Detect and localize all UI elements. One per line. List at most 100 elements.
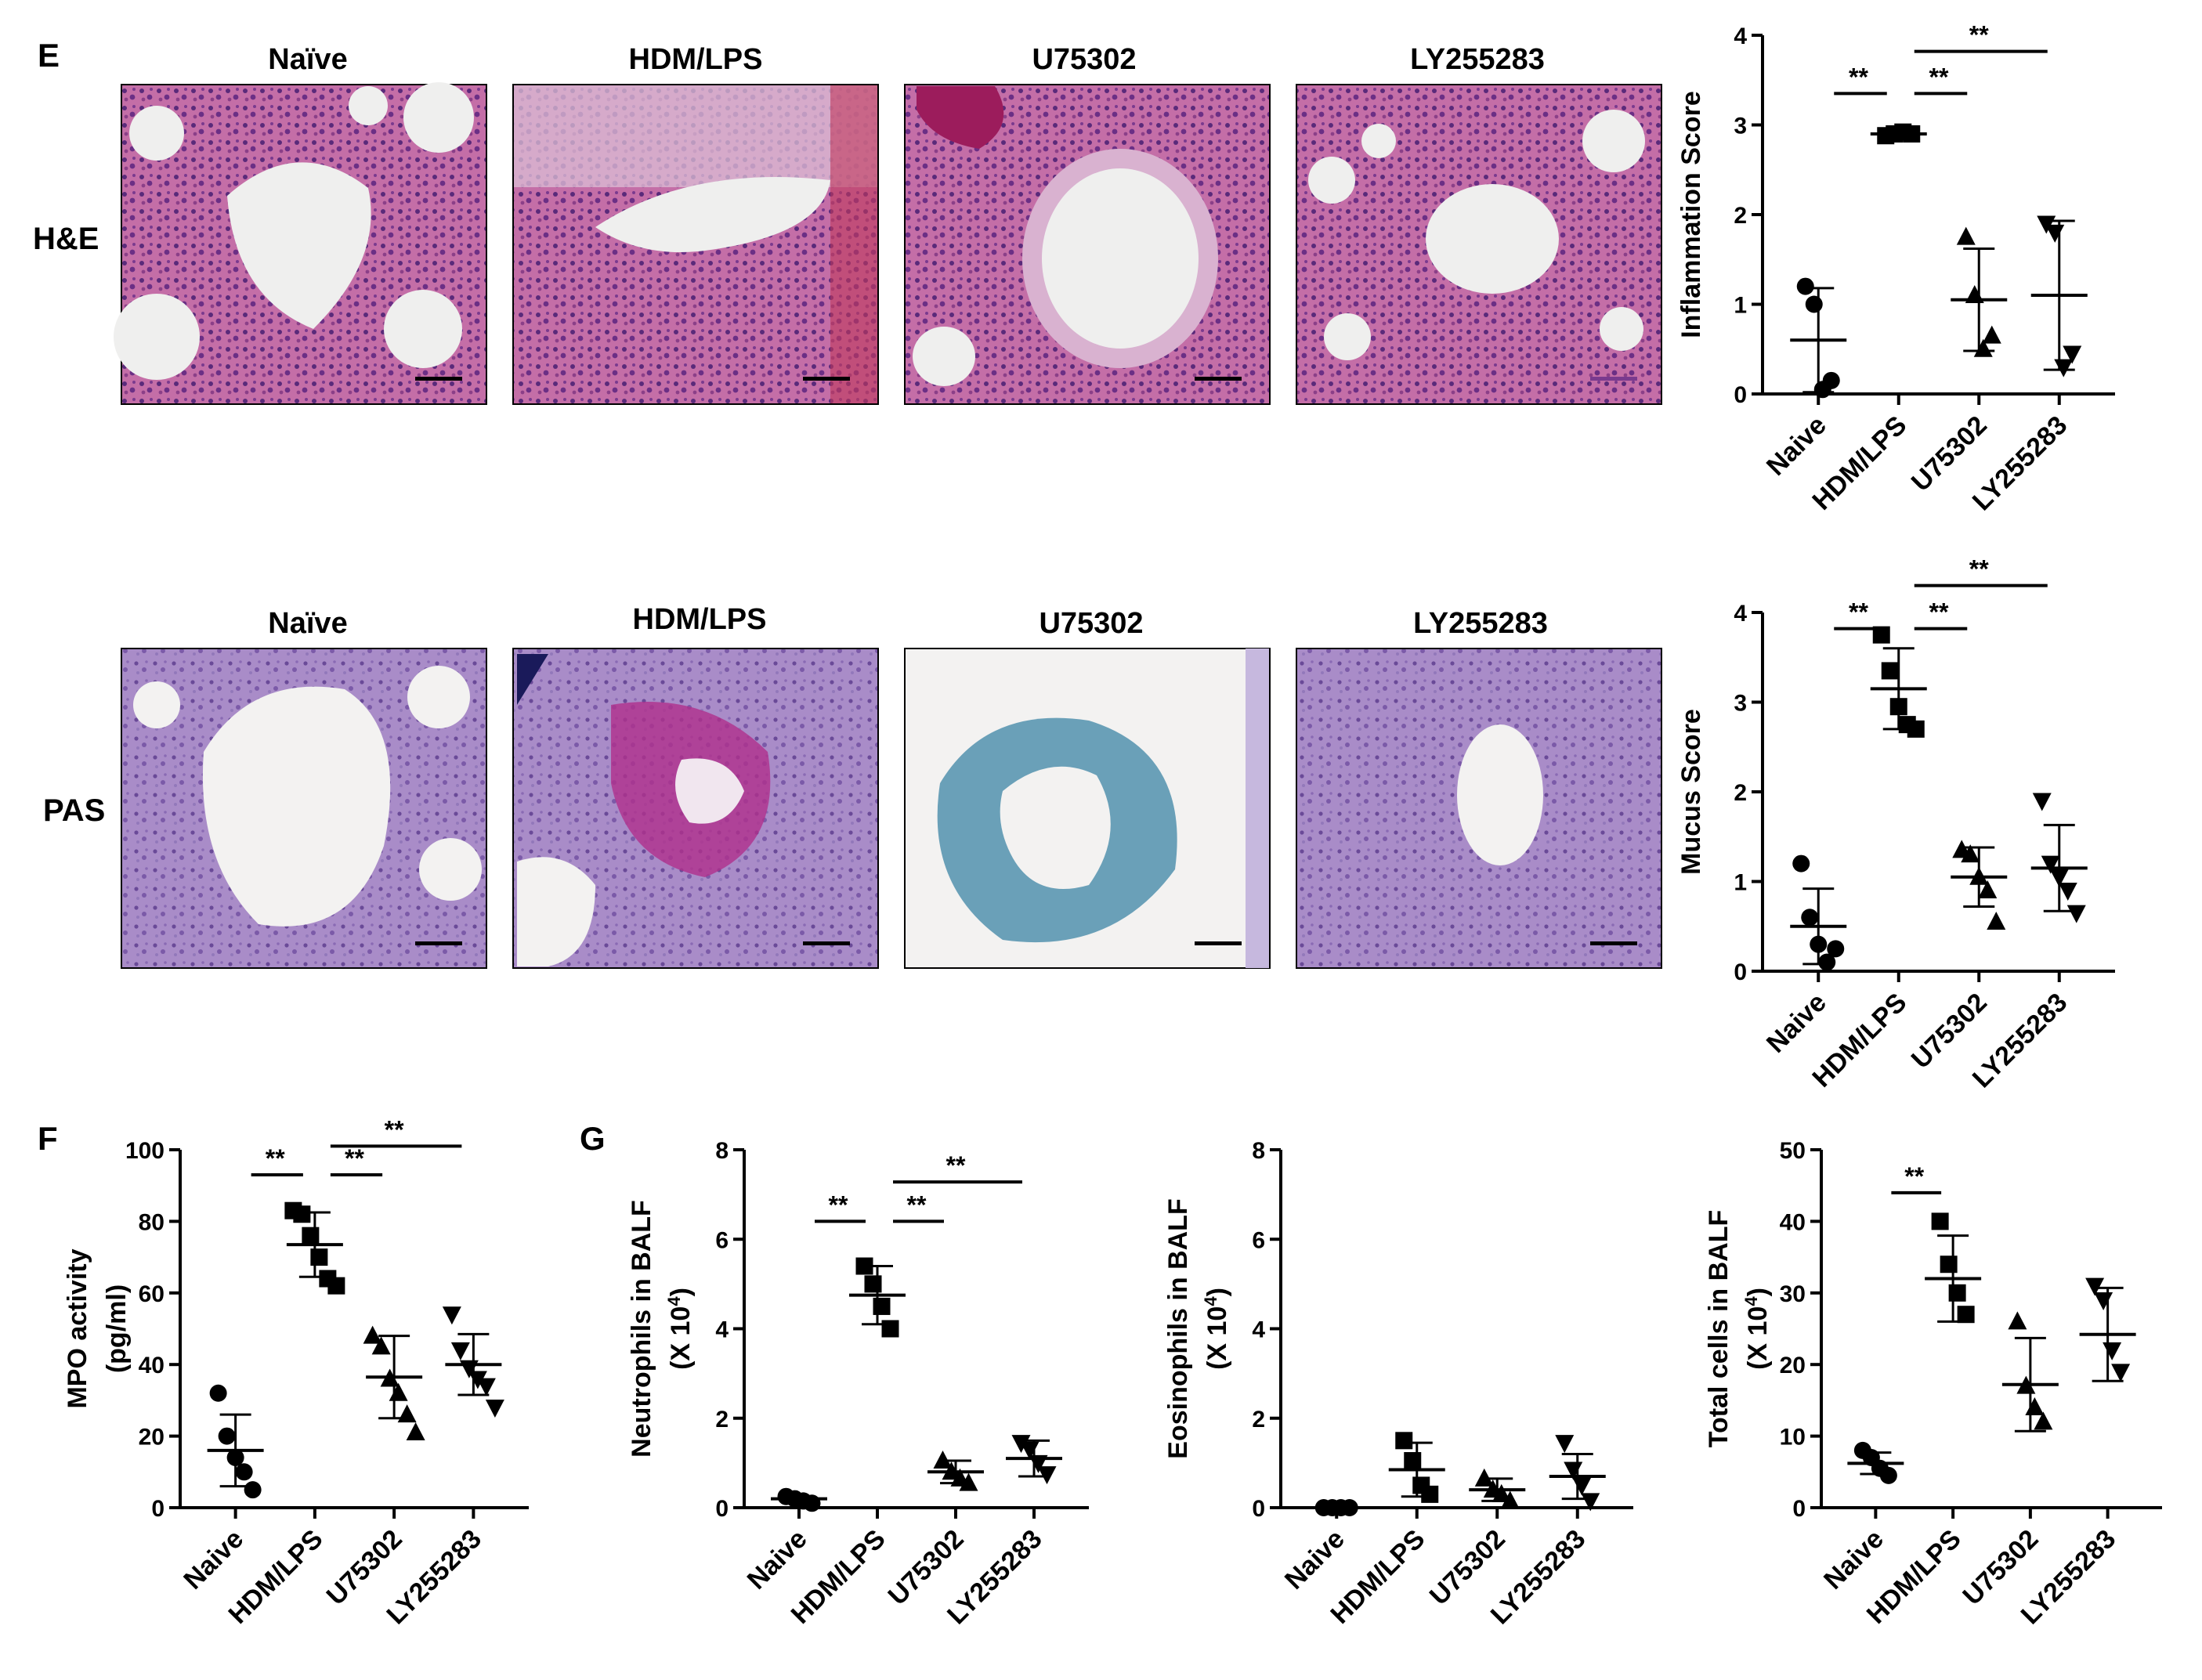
significance-label: ** [1929, 63, 1949, 91]
data-point [881, 1320, 899, 1338]
data-point [450, 1342, 470, 1360]
data-point [310, 1248, 328, 1266]
y-tick-label: 20 [139, 1425, 165, 1451]
data-point [302, 1227, 320, 1245]
y-tick-label: 0 [1734, 959, 1747, 985]
data-point [2054, 359, 2074, 378]
significance-label: ** [1904, 1162, 1924, 1190]
y-tick-label: 40 [1780, 1209, 1806, 1235]
significance-label: ** [907, 1190, 927, 1219]
unit-part: ) [1202, 1288, 1232, 1296]
data-point [293, 1205, 311, 1223]
data-point [1948, 1284, 1966, 1302]
data-point [1805, 295, 1823, 313]
unit-part: ) [666, 1288, 696, 1296]
y-tick-label: 4 [715, 1317, 729, 1343]
data-point [209, 1384, 227, 1402]
y-tick-label: 4 [1734, 601, 1747, 627]
data-point [1982, 325, 2001, 344]
panel-letter-f: F [38, 1120, 58, 1157]
pas-micrograph-hdm-lps [512, 648, 879, 969]
data-point [235, 1463, 253, 1481]
data-point [244, 1481, 262, 1499]
y-axis-label: MPO activity [63, 1248, 92, 1408]
y-tick-label: 0 [1252, 1496, 1265, 1522]
data-point [1879, 1466, 1897, 1484]
y-tick-label: 80 [139, 1209, 165, 1235]
pas-micrograph-ly255283 [1296, 648, 1662, 969]
data-point [327, 1277, 345, 1295]
he-micrograph-u75302 [904, 84, 1271, 405]
x-category-label: Naive [1279, 1524, 1350, 1595]
data-point [1956, 226, 1976, 245]
y-tick-label: 3 [1734, 114, 1747, 139]
he-title-ly255283: LY255283 [1410, 43, 1545, 76]
significance-label: ** [1849, 63, 1868, 91]
y-tick-label: 0 [1792, 1496, 1806, 1522]
y-tick-label: 3 [1734, 691, 1747, 717]
data-point [1827, 940, 1845, 958]
pas-title-u75302: U75302 [1039, 607, 1143, 640]
data-point [873, 1297, 891, 1315]
data-point [1973, 338, 1993, 357]
pas-title-hdm-lps: HDM/LPS [633, 603, 767, 636]
data-point [2008, 1311, 2027, 1330]
panel-letter-e: E [38, 37, 60, 74]
data-point [2066, 905, 2086, 923]
data-point [1940, 1255, 1958, 1274]
data-point [1961, 844, 1980, 863]
y-tick-label: 2 [1252, 1407, 1265, 1433]
pas-title-ly255283: LY255283 [1413, 607, 1548, 640]
y-tick-label: 8 [1252, 1138, 1265, 1164]
unit-part: (X 10 [1202, 1306, 1232, 1370]
data-point [2045, 224, 2065, 243]
y-tick-label: 1 [1734, 870, 1747, 896]
data-point [2058, 882, 2077, 901]
data-point [1881, 662, 1899, 680]
data-point [1792, 854, 1810, 873]
y-axis-label: Eosinophils in BALF [1163, 1198, 1193, 1458]
unit-part: (pg/ml) [102, 1284, 132, 1373]
data-point [406, 1422, 425, 1441]
y-axis-unit: (X 104) [664, 1288, 696, 1370]
significance-label: ** [385, 1115, 404, 1143]
y-tick-label: 4 [1734, 23, 1747, 49]
data-point [1421, 1485, 1439, 1503]
unit-exponent: 4 [1741, 1296, 1761, 1306]
y-axis-unit: (pg/ml) [102, 1284, 132, 1373]
data-point [1957, 1306, 1975, 1324]
data-point [1818, 953, 1836, 971]
y-tick-label: 6 [1252, 1227, 1265, 1253]
he-micrograph-naive [114, 82, 487, 405]
y-tick-label: 50 [1780, 1138, 1806, 1164]
he-title-naive: Naïve [268, 43, 347, 76]
y-axis-unit: (X 104) [1741, 1288, 1773, 1370]
y-tick-label: 40 [139, 1353, 165, 1378]
pas-title-naive: Naïve [268, 607, 347, 640]
y-tick-label: 0 [715, 1496, 729, 1522]
x-category-label: Naive [1761, 410, 1832, 482]
data-point [1931, 1212, 1949, 1230]
data-point [1872, 626, 1890, 644]
unit-exponent: 4 [1201, 1296, 1220, 1306]
he-micrograph-hdm-lps [512, 84, 879, 405]
data-point [2032, 793, 2052, 811]
x-category-label: Naive [1761, 988, 1832, 1059]
data-point [442, 1306, 461, 1325]
pas-micrograph-naive [121, 648, 487, 969]
y-tick-label: 2 [1734, 203, 1747, 229]
data-point [2063, 345, 2082, 364]
y-axis-label: Neutrophils in BALF [627, 1200, 656, 1458]
x-category-label: Naive [1818, 1524, 1889, 1595]
y-axis-label: Inflammation Score [1676, 91, 1706, 338]
data-point [1987, 912, 2006, 930]
significance-label: ** [1849, 598, 1868, 627]
y-tick-label: 0 [1734, 382, 1747, 408]
data-point [1572, 1477, 1592, 1496]
y-tick-label: 2 [715, 1407, 729, 1433]
data-point [2041, 855, 2060, 874]
y-axis-label: Total cells in BALF [1704, 1210, 1734, 1448]
data-point [397, 1404, 417, 1423]
